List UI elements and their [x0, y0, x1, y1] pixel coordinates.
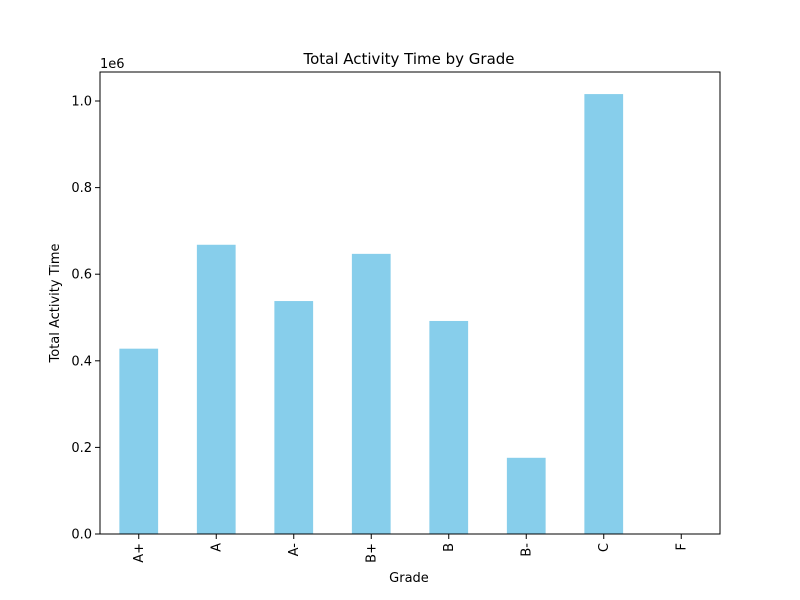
- x-tick-label: A-: [287, 543, 302, 557]
- x-axis-label: Grade: [389, 571, 429, 586]
- x-tick-label: A: [209, 543, 224, 552]
- bar-B+: [351, 253, 391, 535]
- bar-A+: [119, 348, 159, 534]
- x-tick-label: B+: [364, 543, 379, 563]
- bars-layer: [119, 94, 624, 535]
- y-tick-label: 0.0: [71, 528, 92, 543]
- y-tick-label: 0.8: [71, 181, 92, 196]
- x-tick-label: A+: [132, 543, 147, 563]
- bar-B: [429, 320, 469, 534]
- chart-title: Total Activity Time by Grade: [302, 50, 514, 68]
- y-tick-label: 0.6: [71, 268, 92, 283]
- x-tick-label: B: [442, 543, 457, 552]
- x-tick-label: C: [597, 543, 612, 552]
- x-ticks-layer: A+ A A- B+ B B- C F: [132, 534, 689, 563]
- y-tick-label: 0.2: [71, 441, 92, 456]
- x-tick-label: F: [674, 543, 689, 550]
- bar-C: [584, 94, 624, 535]
- x-tick-label: B-: [519, 543, 534, 557]
- bar-A-: [274, 301, 314, 534]
- y-tick-label: 1.0: [71, 95, 92, 110]
- bar-A: [196, 244, 236, 535]
- y-axis-label: Total Activity Time: [48, 243, 63, 363]
- y-ticks-layer: 0.0 0.2 0.4 0.6 0.8 1.0: [71, 95, 100, 543]
- y-offset-label: 1e6: [100, 57, 125, 72]
- y-tick-label: 0.4: [71, 354, 92, 369]
- plot-frame: [99, 71, 721, 535]
- bar-B-: [506, 457, 546, 534]
